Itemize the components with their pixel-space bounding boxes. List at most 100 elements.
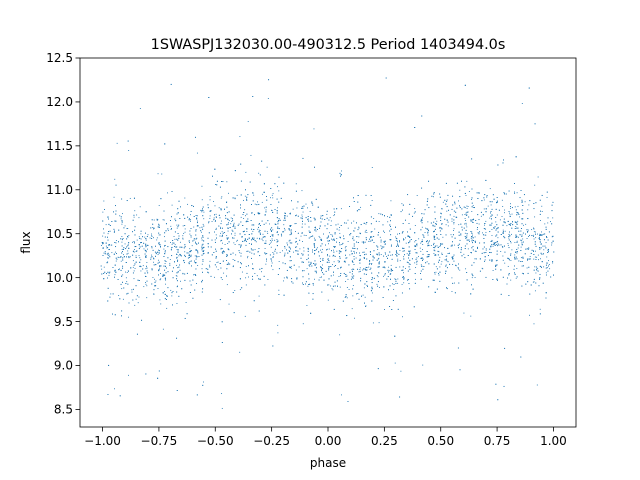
data-point [514, 206, 516, 208]
data-point [345, 294, 347, 296]
data-point [189, 230, 191, 232]
data-point [500, 244, 502, 246]
data-point [282, 231, 283, 233]
data-point [310, 217, 312, 218]
data-point [190, 219, 192, 221]
data-point [264, 214, 266, 216]
data-point [220, 240, 222, 242]
data-point [195, 229, 197, 230]
data-point [522, 257, 524, 259]
data-point [390, 278, 391, 280]
data-point [252, 192, 254, 194]
data-point [465, 268, 467, 270]
data-point [371, 200, 373, 201]
data-point [327, 258, 329, 260]
data-point [283, 231, 285, 233]
data-point [133, 216, 135, 218]
data-point [108, 254, 110, 256]
data-point [433, 193, 435, 195]
data-point [196, 283, 197, 284]
data-point [552, 261, 554, 263]
data-point [420, 229, 422, 231]
data-point [133, 270, 135, 272]
data-point [271, 260, 273, 262]
data-point [517, 205, 519, 207]
data-point [550, 276, 552, 278]
data-point [467, 239, 469, 241]
data-point [132, 272, 134, 274]
data-point [252, 268, 254, 270]
data-point [246, 250, 248, 252]
data-point [139, 266, 141, 267]
data-point [276, 241, 278, 243]
data-point [414, 245, 416, 247]
data-point [472, 249, 474, 251]
data-point [259, 232, 261, 234]
data-point [203, 218, 205, 220]
data-point [108, 249, 110, 251]
data-point [344, 297, 346, 298]
data-point [269, 240, 271, 241]
data-point [515, 221, 517, 223]
data-point [137, 279, 139, 281]
data-point [382, 214, 383, 216]
data-point [306, 268, 308, 270]
data-point [164, 232, 166, 234]
data-point [169, 259, 171, 260]
data-point [288, 246, 290, 248]
data-point [288, 240, 290, 242]
data-point [370, 195, 372, 196]
data-point [506, 283, 508, 285]
data-point [331, 250, 332, 252]
data-point [271, 239, 273, 241]
data-point [544, 245, 546, 247]
data-point [240, 163, 242, 165]
data-point [188, 253, 190, 255]
data-point [358, 227, 360, 229]
data-point [215, 256, 217, 258]
data-point [496, 214, 498, 216]
data-point [171, 191, 173, 192]
data-point [539, 199, 541, 201]
data-point [536, 233, 538, 235]
data-point [290, 232, 292, 234]
data-point [440, 212, 442, 214]
data-point [198, 256, 200, 258]
data-point [545, 247, 547, 249]
data-point [164, 298, 166, 300]
data-point [214, 205, 216, 207]
data-point [170, 83, 172, 85]
data-point [491, 229, 493, 230]
data-point [107, 252, 109, 254]
data-point [337, 260, 339, 262]
data-point [538, 238, 540, 239]
data-point [228, 222, 229, 224]
data-point [434, 228, 436, 230]
data-point [391, 254, 393, 256]
data-point [200, 209, 202, 211]
data-point [164, 269, 166, 271]
data-point [353, 264, 355, 265]
data-point [136, 333, 138, 335]
data-point [268, 79, 270, 81]
data-point [226, 268, 228, 270]
data-point [237, 224, 239, 226]
data-point [396, 238, 398, 240]
data-point [451, 256, 453, 258]
data-point [157, 173, 159, 175]
data-point [453, 222, 455, 223]
data-point [353, 245, 355, 247]
data-point [183, 214, 185, 216]
data-point [545, 242, 547, 244]
data-point [199, 227, 201, 229]
data-point [326, 261, 328, 263]
data-point [170, 225, 172, 227]
data-point [361, 241, 363, 243]
data-point [131, 289, 133, 291]
data-point [158, 274, 160, 276]
data-point [512, 224, 514, 226]
data-point [326, 217, 328, 219]
data-point [296, 207, 298, 209]
data-point [196, 218, 198, 220]
data-point [119, 395, 121, 397]
